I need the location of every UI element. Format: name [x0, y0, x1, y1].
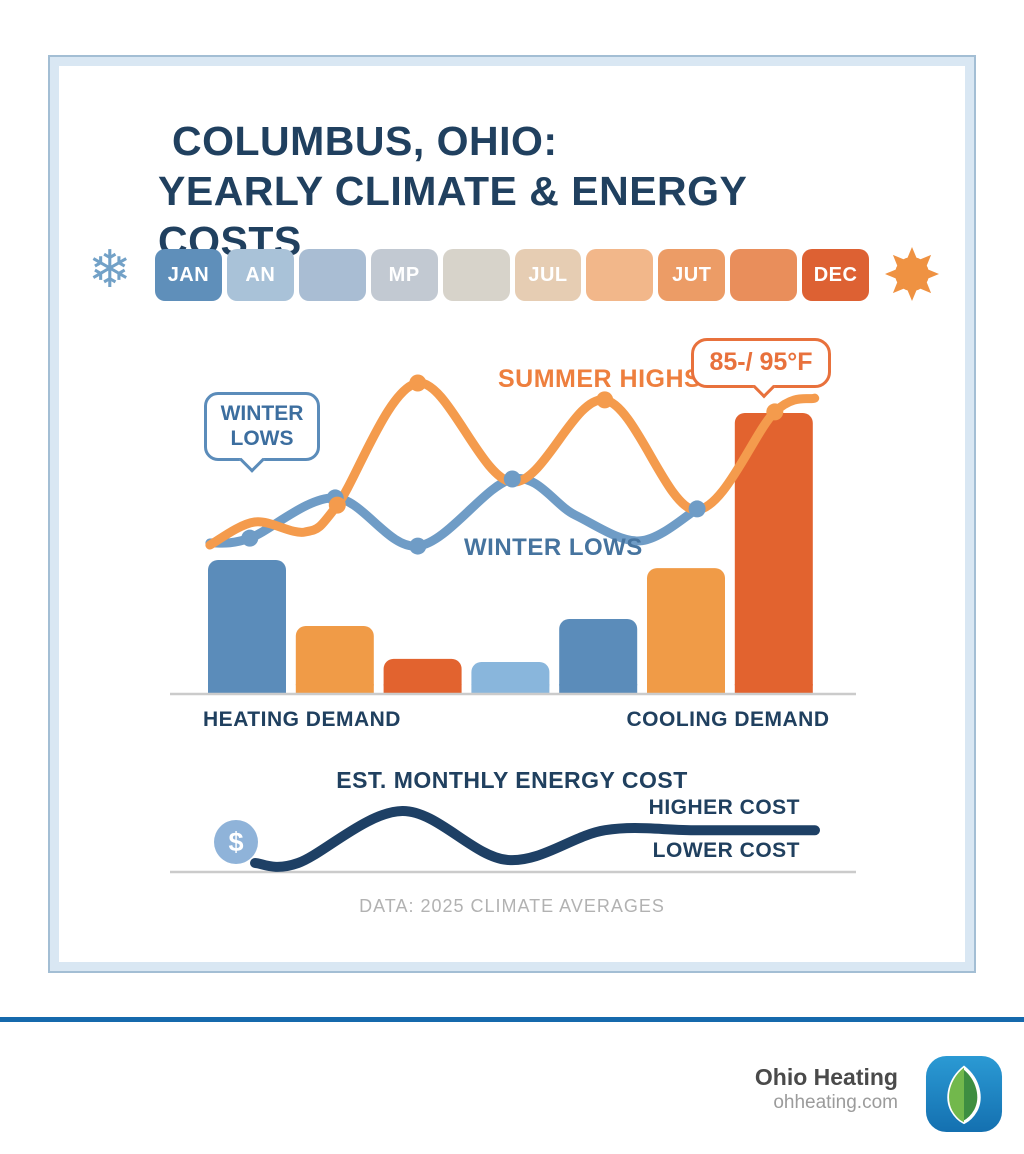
energy-cost-title: EST. MONTHLY ENERGY COST	[336, 767, 688, 793]
footer-website: ohheating.com	[773, 1092, 898, 1113]
summer-highs-label: SUMMER HIGHS	[498, 365, 702, 393]
winter-lows-callout: WINTER LOWS	[204, 392, 320, 473]
month-tile-DEC: DEC	[802, 249, 870, 301]
winter-lows-callout-line2: LOWS	[230, 427, 294, 450]
sun-icon	[885, 247, 939, 301]
lower-cost-label: LOWER COST	[652, 839, 800, 862]
leaf-logo	[925, 1055, 1003, 1133]
month-tile-JUT: JUT	[658, 249, 726, 301]
snowflake-icon: ❄	[88, 241, 132, 299]
month-tile-blank-4	[442, 249, 510, 301]
footer-brand-block: Ohio Heating ohheating.com	[755, 1064, 898, 1114]
month-tile-blank-2	[298, 249, 366, 301]
cooling-demand-label: COOLING DEMAND	[626, 708, 830, 731]
data-source-note: DATA: 2025 CLIMATE AVERAGES	[359, 896, 665, 916]
month-tile-label: JAN	[167, 263, 210, 286]
month-tile-label: MP	[388, 263, 420, 286]
leaf-icon-left-half	[949, 1067, 964, 1123]
dollar-symbol: $	[228, 826, 244, 857]
month-tile-label: AN	[245, 263, 276, 286]
infographic-card-border	[48, 55, 976, 973]
month-tile-JUL: JUL	[514, 249, 582, 301]
winter-lows-callout-line1: WINTER	[220, 402, 304, 425]
title-line-1: COLUMBUS, OHIO:	[172, 118, 558, 164]
month-tile-label: DEC	[813, 263, 858, 286]
month-tile-label: JUT	[672, 263, 712, 286]
infographic-card	[59, 66, 965, 962]
climate-chart	[170, 374, 856, 696]
winter-lows-label: WINTER LOWS	[464, 534, 643, 561]
month-tile-MP: MP	[370, 249, 438, 301]
month-tile-JAN: JAN	[155, 249, 222, 301]
footer-divider	[0, 1017, 1024, 1022]
energy-cost-chart	[170, 805, 856, 874]
dollar-icon: $	[214, 820, 258, 864]
temperature-callout: 85-/ 95°F	[691, 338, 831, 399]
month-tile-AN: AN	[226, 249, 294, 301]
temperature-callout-value: 85-/ 95°F	[709, 348, 813, 376]
footer-brand-name: Ohio Heating	[754, 1064, 898, 1090]
page-title: COLUMBUS, OHIO: YEARLY CLIMATE & ENERGY …	[158, 116, 888, 266]
heating-demand-label: HEATING DEMAND	[203, 708, 401, 731]
month-tile-blank-8	[730, 249, 798, 301]
month-tile-label: JUL	[528, 263, 568, 286]
months-row: JAN AN MP JUL JUT DEC	[155, 249, 870, 301]
month-tile-blank-6	[586, 249, 654, 301]
higher-cost-label: HIGHER COST	[648, 796, 800, 819]
